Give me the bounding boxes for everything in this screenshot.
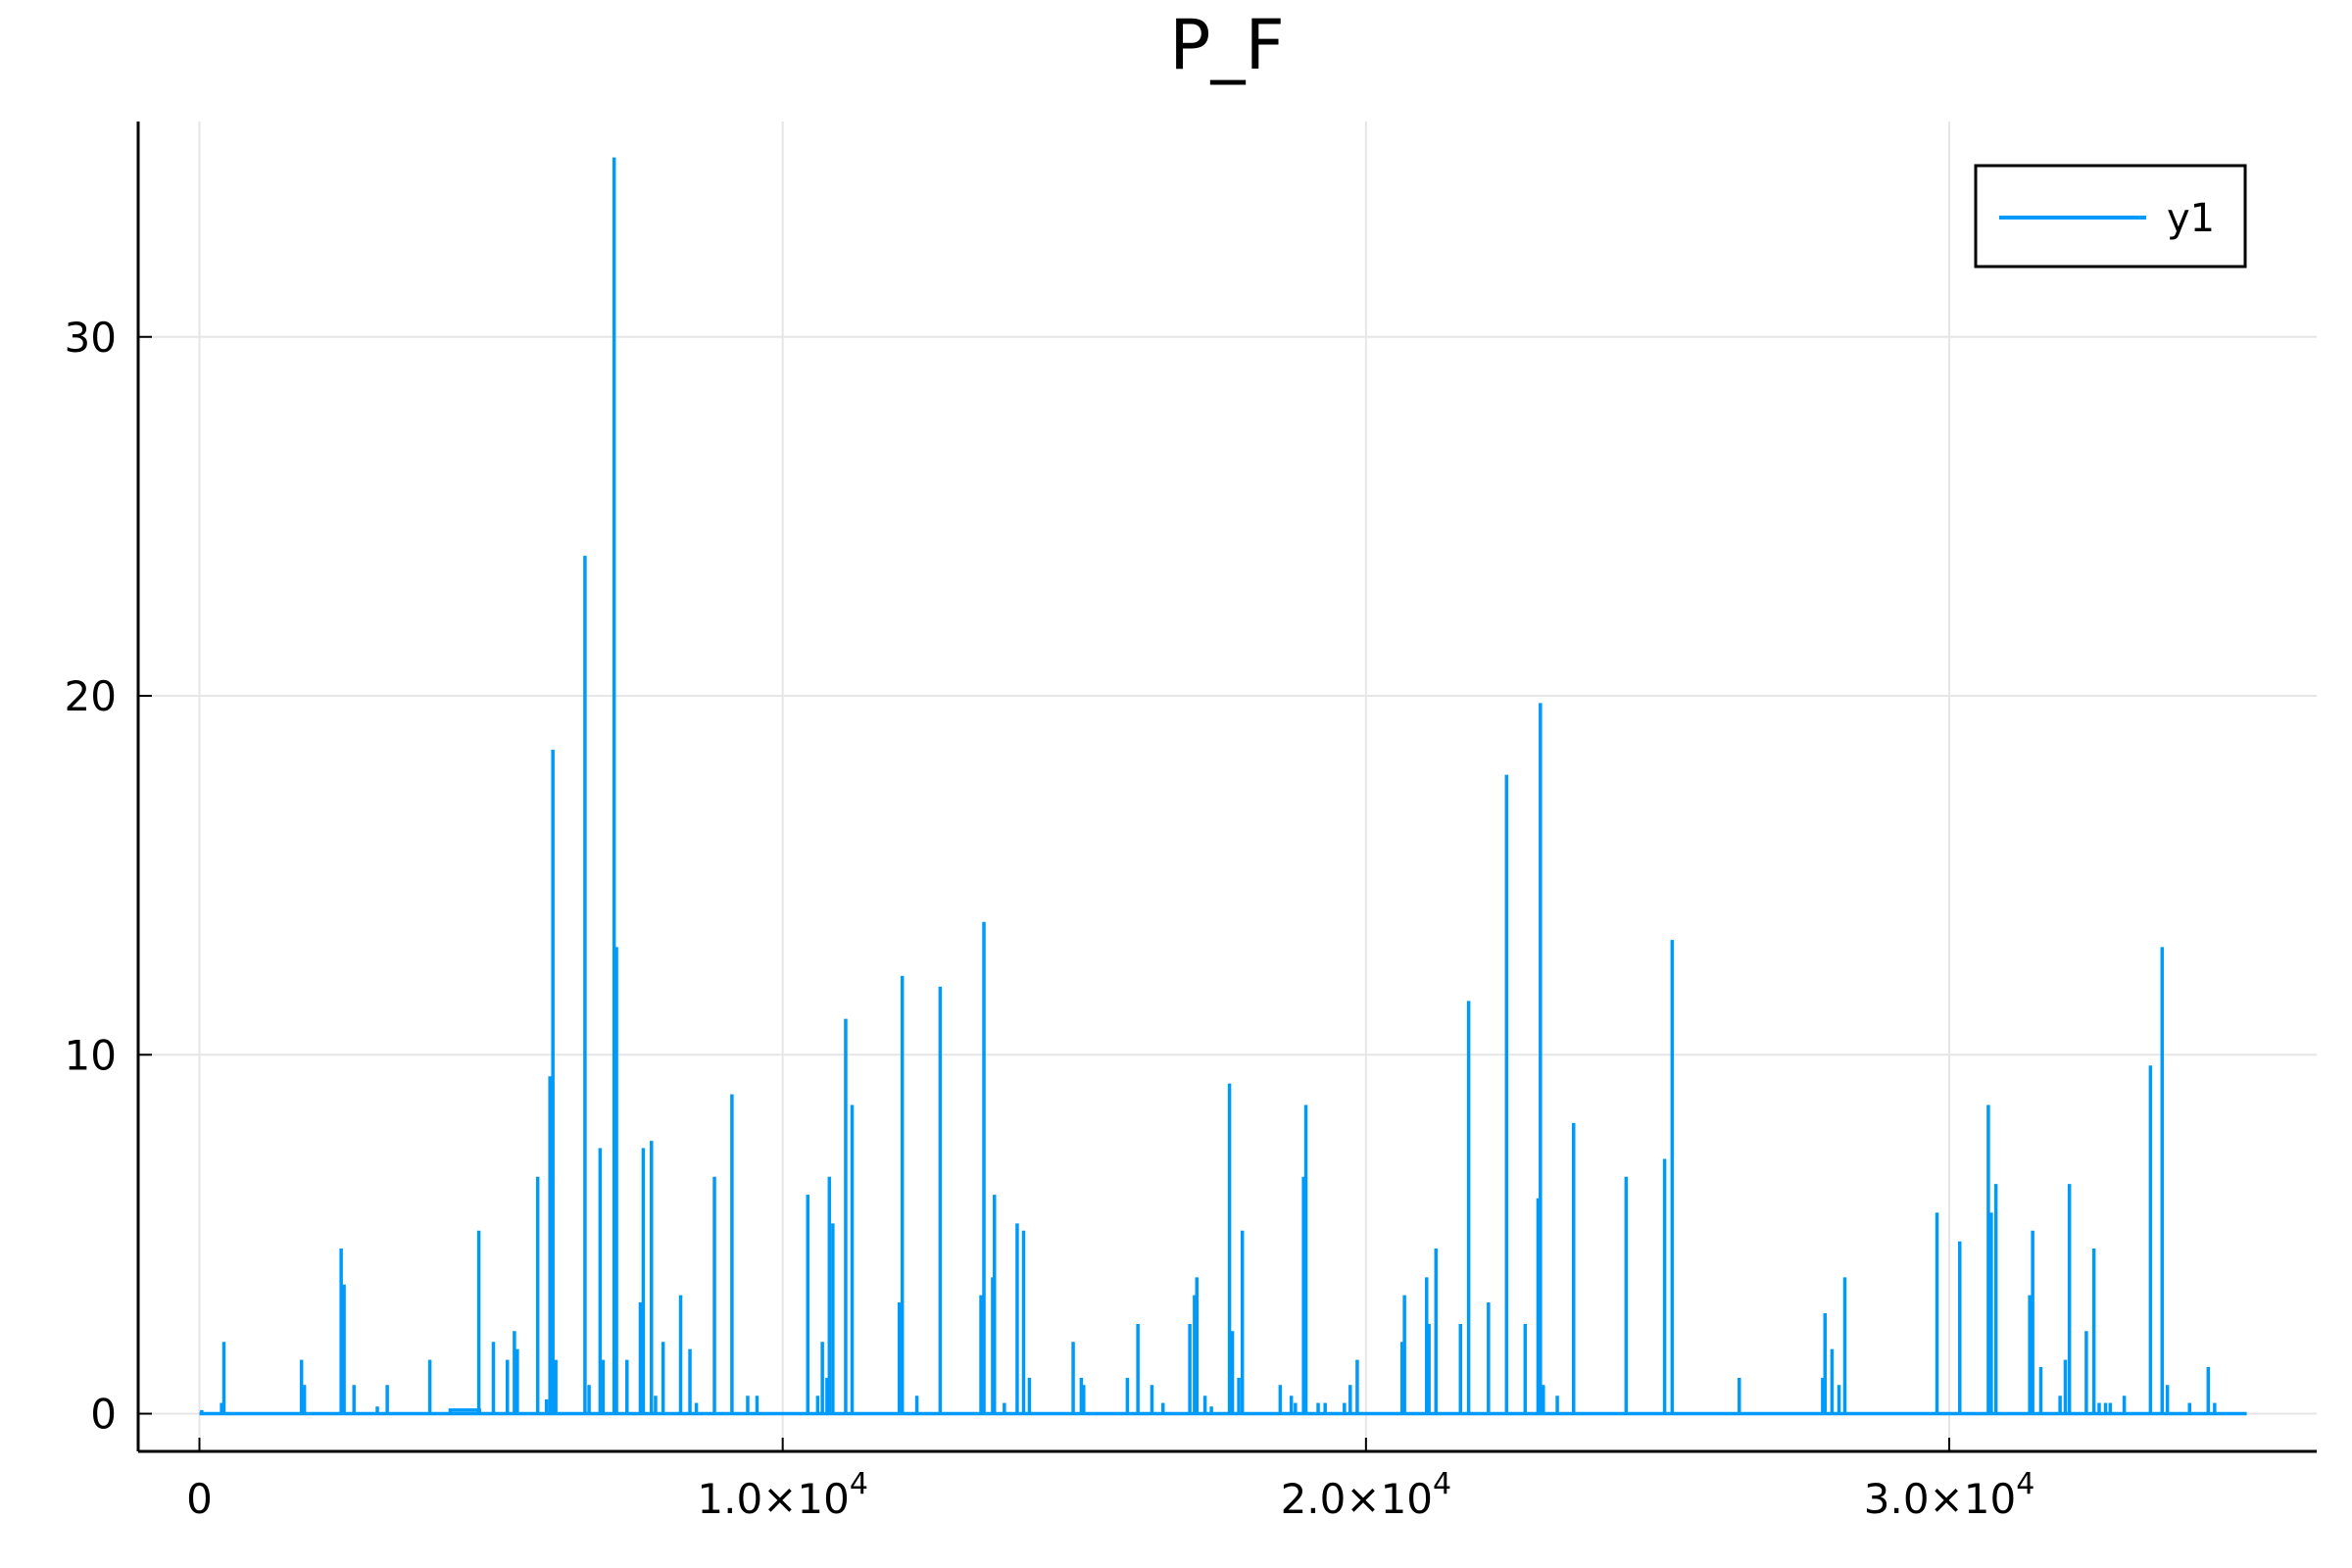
x-tick-label: 1.0×104 xyxy=(697,1467,868,1523)
x-tick-label: 3.0×104 xyxy=(1864,1467,2035,1523)
x-tick-mantissa: 0 xyxy=(186,1475,213,1523)
y-tick-label: 30 xyxy=(65,314,117,362)
legend-label-y1: y1 xyxy=(2167,196,2215,241)
y-tick-label: 0 xyxy=(90,1391,117,1439)
x-tick-label: 2.0×104 xyxy=(1281,1467,1452,1523)
chart-title: P_F xyxy=(1169,5,1284,85)
series-layer xyxy=(199,157,2247,1416)
y-tick-label: 10 xyxy=(65,1031,117,1079)
x-tick-mantissa: 3.0×10 xyxy=(1864,1475,2016,1523)
x-tick-mantissa: 1.0×10 xyxy=(697,1475,849,1523)
legend: y1 xyxy=(1974,164,2247,269)
x-tick-exponent: 4 xyxy=(850,1467,868,1501)
x-tick-label: 0 xyxy=(186,1475,213,1523)
x-tick-exponent: 4 xyxy=(1433,1467,1451,1501)
x-tick-mantissa: 2.0×10 xyxy=(1281,1475,1433,1523)
series-y1 xyxy=(199,157,2247,1416)
y-tick-label: 20 xyxy=(65,672,117,720)
grid xyxy=(138,122,2317,1451)
axes xyxy=(136,122,2317,1453)
x-tick-exponent: 4 xyxy=(2016,1467,2034,1501)
